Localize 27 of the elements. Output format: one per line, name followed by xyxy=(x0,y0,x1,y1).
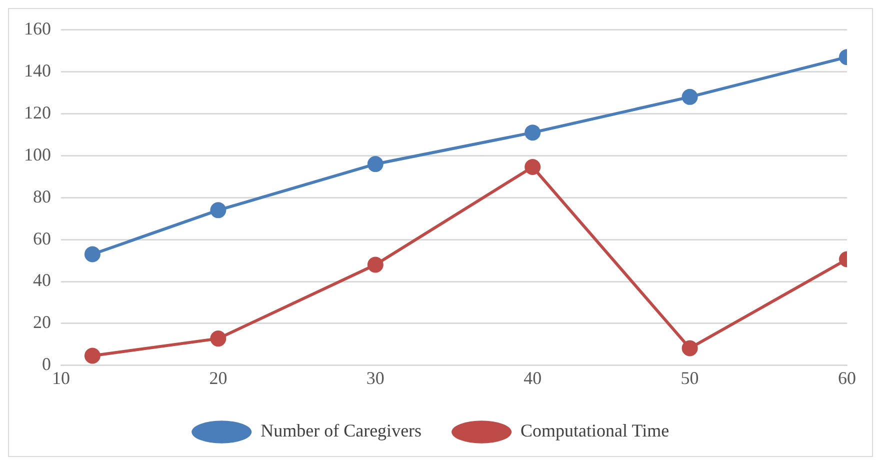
y-tick-label: 120 xyxy=(24,102,51,122)
point xyxy=(367,156,384,172)
y-tick-label: 100 xyxy=(24,144,51,164)
x-tick-label: 20 xyxy=(209,368,228,388)
x-tick-label: 60 xyxy=(838,368,856,388)
y-tick-label: 80 xyxy=(33,186,51,206)
point xyxy=(210,330,226,347)
y-tick-label: 0 xyxy=(42,354,51,374)
point xyxy=(367,256,384,273)
y-tick-label: 40 xyxy=(33,270,51,290)
x-tick-label: 10 xyxy=(52,368,70,388)
point xyxy=(524,158,541,175)
x-tick-label: 50 xyxy=(680,368,699,388)
point xyxy=(84,246,100,262)
x-tick-label: 30 xyxy=(366,368,384,388)
point xyxy=(84,348,100,364)
y-tick-label: 20 xyxy=(33,312,51,332)
legend-label: Number of Caregivers xyxy=(260,420,422,441)
legend-label: Computational Time xyxy=(520,420,670,441)
point xyxy=(524,124,541,141)
point xyxy=(210,202,226,218)
y-tick-label: 160 xyxy=(24,18,51,39)
point xyxy=(682,340,698,356)
y-tick-label: 60 xyxy=(33,228,51,248)
x-tick-label: 40 xyxy=(524,368,542,388)
point xyxy=(682,88,698,105)
y-tick-label: 140 xyxy=(24,60,51,80)
